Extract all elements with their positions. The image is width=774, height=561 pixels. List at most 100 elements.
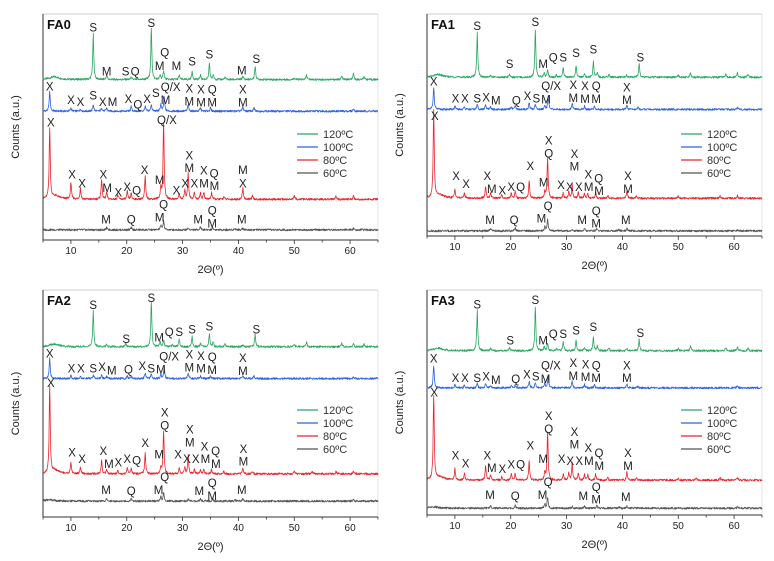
phase-label: M [207,98,217,110]
phase-label: Q [544,477,553,489]
phase-label: M [207,365,217,377]
x-tick-label: 10 [65,523,77,534]
phase-label: X [430,354,438,366]
phase-label: X [526,161,534,173]
phase-label: X [68,447,76,459]
phase-label: X [430,77,438,89]
phase-label: M [237,66,247,78]
series-line-80c [42,385,379,476]
legend-label: 100ºC [323,418,353,430]
phase-label: S [636,52,644,64]
phase-label: Q [132,185,141,197]
phase-label: X [47,378,55,390]
series-line-80c [426,395,763,482]
xrd-panel-fa3: 10 20 30 40 50 60 2Θ(º) Counts (a.u.) FA3 120ºC10… [394,289,763,551]
phase-label: S [206,50,214,62]
phase-label: X [524,91,532,103]
phase-label: X [571,427,579,439]
phase-label: S [206,321,214,333]
phase-label: M [570,162,580,174]
phase-label: Q [208,85,217,97]
phase-label: S [89,300,97,312]
phase-label: X [141,438,149,450]
phase-label: X [526,440,534,452]
phase-label: X [452,450,460,462]
phase-label: X [558,454,566,466]
series-line-120c [42,301,379,349]
legend-label: 60ºC [707,168,731,180]
phase-label: M [487,463,497,475]
phase-label: Q [131,67,140,79]
phase-label: X [173,185,181,197]
phase-label: X [240,444,248,456]
phase-label: Q [516,459,525,471]
phase-label: X [47,117,55,129]
series-line-60c [42,219,379,232]
phase-label: X [623,82,631,94]
phase-label: M [621,215,631,227]
series-line-80c [426,109,763,200]
legend-label: 100ºC [707,142,737,154]
phase-label: X [197,85,205,97]
phase-label: Q [544,201,553,213]
x-tick-label: 60 [345,523,357,534]
phase-label: Q [511,374,520,386]
phase-label: X [161,408,169,420]
phase-label: X [201,441,209,453]
phase-label: X [123,182,131,194]
phase-label: Q [511,491,520,503]
y-axis-title: Counts (a.u.) [10,372,22,436]
phase-label: Q [124,364,133,376]
phase-label: X [239,85,247,97]
x-axis-title: 2Θ(º) [197,541,223,553]
phase-label: Q [159,200,168,212]
phase-label: S [473,300,481,312]
series-line-60c [426,218,763,233]
phase-label: X [575,456,583,468]
phase-label: X [482,92,490,104]
panel-title: FA3 [431,293,455,308]
phase-label: X [571,149,579,161]
phase-label: M [184,96,194,108]
x-tick-label: 20 [121,246,133,257]
phase-label: M [568,93,578,105]
x-axis-title: 2Θ(º) [197,264,223,276]
phase-label: S [89,363,97,375]
phase-label: M [211,459,221,471]
phase-label: Q [160,472,169,484]
phase-label: Q [592,206,601,218]
series-line-100c [426,87,763,111]
x-tick-label: 10 [449,521,461,532]
phase-label: M [185,437,195,449]
phase-label: X [624,171,632,183]
x-tick-label: 60 [729,521,741,532]
phase-label: S [147,293,155,305]
phase-label: X [190,179,198,191]
x-tick-label: 50 [289,246,301,257]
phase-label: S [590,45,598,57]
phase-label: M [541,374,551,386]
phase-label: X [461,93,469,105]
legend-label: 120ºC [323,405,353,417]
phase-label: S [572,48,580,60]
phase-label: M [594,186,604,198]
phase-label: X [200,166,208,178]
phase-label: M [201,454,211,466]
phase-label: S [532,93,540,105]
phase-label: M [156,364,166,376]
x-tick-label: 60 [729,242,741,253]
phase-label: Q [208,206,217,218]
phase-label: X [115,458,123,470]
phase-label: X [431,111,439,123]
phase-label: X [99,446,107,458]
phase-label: M [104,459,114,471]
phase-label: X [575,182,583,194]
phase-label: S [531,295,539,307]
phase-label: S [122,334,130,346]
phase-label: X [192,454,200,466]
x-tick-label: 10 [65,246,77,257]
panel-title: FA1 [431,17,455,32]
xrd-panel-fa1: 10 20 30 40 50 60 2Θ(º) Counts (a.u.) FA1 120ºC10… [394,13,763,272]
phase-label: M [184,163,194,175]
